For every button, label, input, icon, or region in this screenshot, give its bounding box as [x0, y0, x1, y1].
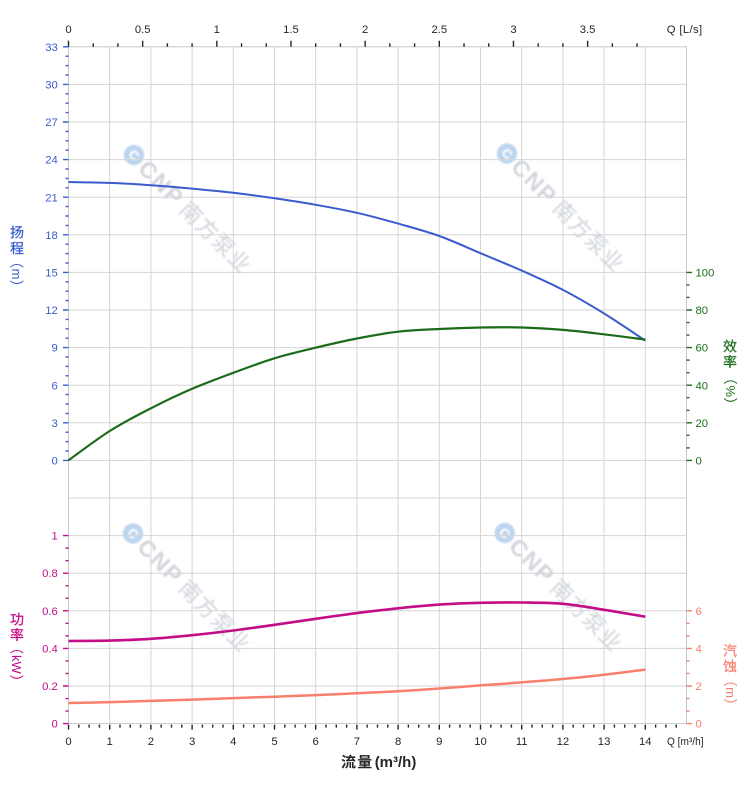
- svg-text:0.5: 0.5: [135, 24, 151, 36]
- svg-text:1: 1: [214, 24, 220, 36]
- svg-text:6: 6: [52, 380, 58, 392]
- svg-text:0: 0: [65, 736, 71, 748]
- svg-text:Q [m³/h]: Q [m³/h]: [667, 736, 704, 748]
- svg-text:0.2: 0.2: [42, 681, 58, 693]
- svg-text:14: 14: [639, 736, 652, 748]
- svg-text:33: 33: [45, 42, 58, 54]
- svg-text:2: 2: [148, 736, 154, 748]
- svg-text:kW: kW: [9, 655, 24, 675]
- svg-text:0: 0: [696, 456, 702, 468]
- svg-text:3: 3: [510, 24, 516, 36]
- svg-text:m: m: [9, 269, 24, 280]
- svg-text:0: 0: [65, 24, 71, 36]
- svg-text:4: 4: [696, 643, 702, 655]
- svg-text:1: 1: [52, 531, 58, 543]
- svg-text:7: 7: [354, 736, 360, 748]
- svg-text:20: 20: [696, 418, 709, 430]
- svg-text:13: 13: [598, 736, 611, 748]
- svg-text:30: 30: [45, 80, 58, 92]
- svg-text:4: 4: [230, 736, 236, 748]
- svg-text:9: 9: [436, 736, 442, 748]
- svg-text:24: 24: [45, 155, 58, 167]
- svg-text:9: 9: [52, 343, 58, 355]
- svg-text:11: 11: [516, 736, 528, 748]
- svg-text:15: 15: [45, 268, 58, 280]
- svg-text:12: 12: [45, 305, 58, 317]
- svg-text:3: 3: [189, 736, 195, 748]
- svg-text:21: 21: [45, 192, 58, 204]
- svg-text:5: 5: [271, 736, 277, 748]
- svg-text:6: 6: [313, 736, 319, 748]
- svg-text:18: 18: [45, 230, 58, 242]
- svg-text:0: 0: [696, 719, 702, 731]
- svg-text:12: 12: [557, 736, 570, 748]
- svg-text:60: 60: [696, 343, 709, 355]
- svg-text:2.5: 2.5: [431, 24, 447, 36]
- svg-text:1.5: 1.5: [283, 24, 299, 36]
- svg-text:%: %: [723, 385, 738, 397]
- svg-text:Q [L/s]: Q [L/s]: [667, 24, 703, 36]
- svg-text:8: 8: [395, 736, 401, 748]
- svg-text:3: 3: [52, 418, 58, 430]
- svg-text:(m³/h): (m³/h): [375, 754, 417, 771]
- svg-text:6: 6: [696, 606, 702, 618]
- svg-text:2: 2: [696, 681, 702, 693]
- svg-text:1: 1: [107, 736, 113, 748]
- svg-text:80: 80: [696, 305, 709, 317]
- svg-text:40: 40: [696, 380, 709, 392]
- svg-text:0: 0: [52, 719, 58, 731]
- svg-text:100: 100: [696, 268, 715, 280]
- svg-text:3.5: 3.5: [580, 24, 596, 36]
- svg-text:0.8: 0.8: [42, 568, 58, 580]
- svg-text:10: 10: [474, 736, 487, 748]
- svg-text:2: 2: [362, 24, 368, 36]
- svg-text:m: m: [723, 687, 738, 698]
- svg-text:0: 0: [52, 456, 58, 468]
- svg-text:0.6: 0.6: [42, 606, 58, 618]
- svg-text:0.4: 0.4: [42, 643, 58, 655]
- svg-text:27: 27: [45, 117, 58, 129]
